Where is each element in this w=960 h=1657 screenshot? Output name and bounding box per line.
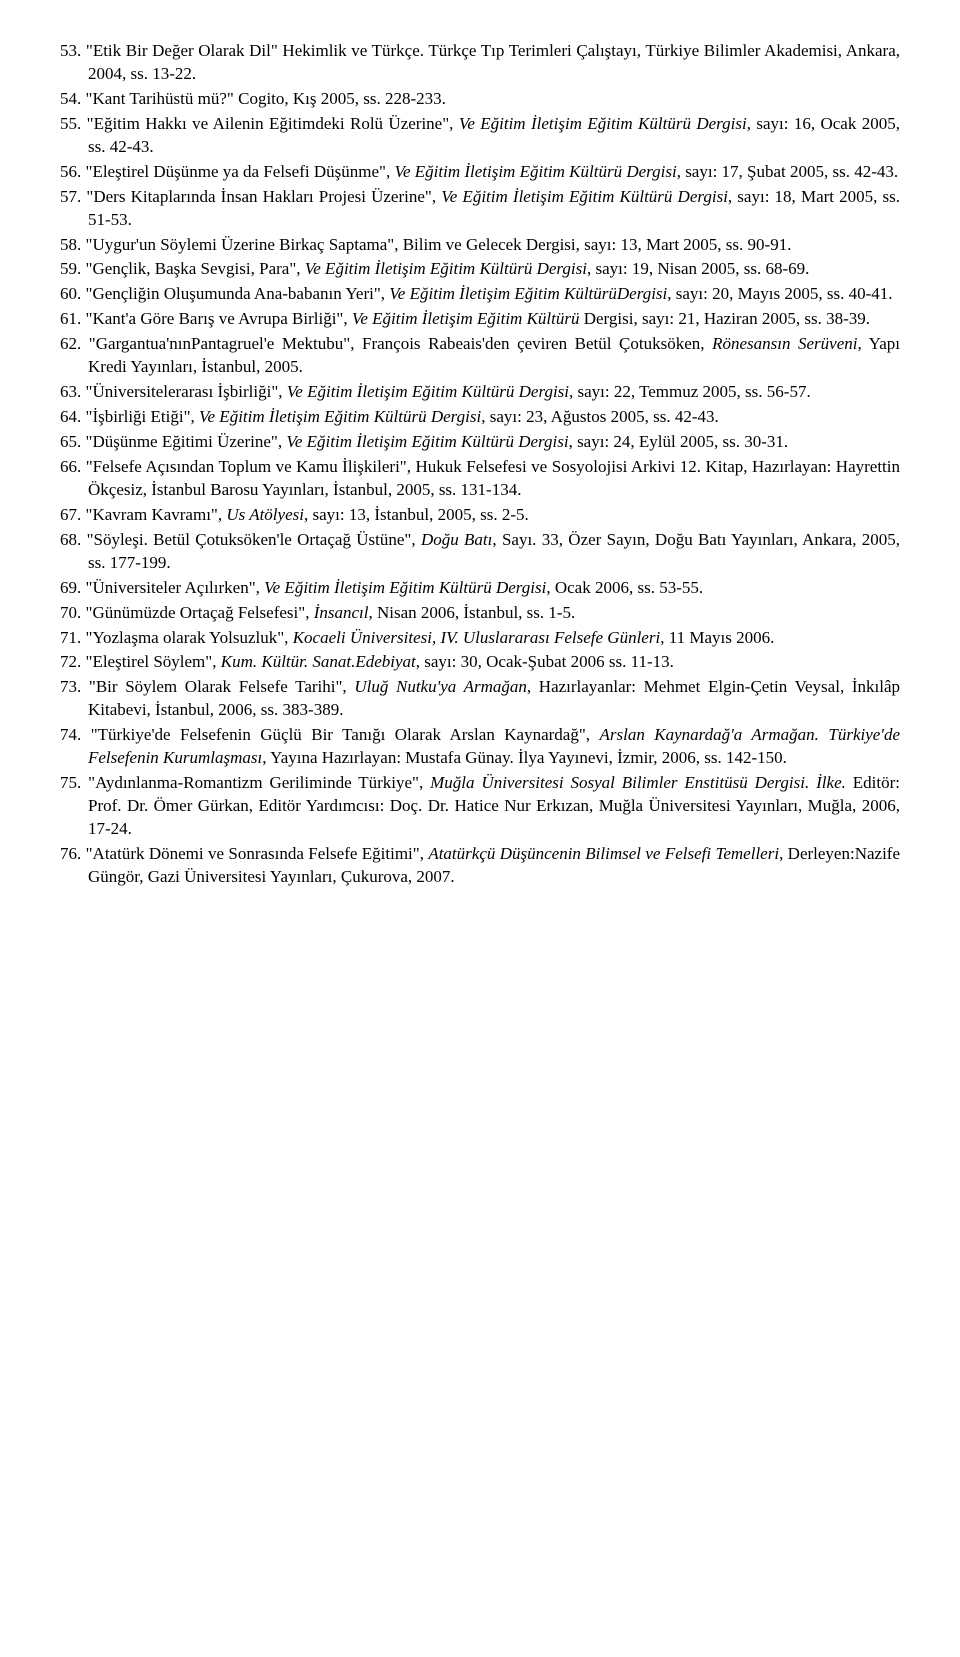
bibliography-list: 53. "Etik Bir Değer Olarak Dil" Hekimlik… xyxy=(60,40,900,889)
bibliography-entry: 74. "Türkiye'de Felsefenin Güçlü Bir Tan… xyxy=(60,724,900,770)
bibliography-entry: 66. "Felsefe Açısından Toplum ve Kamu İl… xyxy=(60,456,900,502)
bibliography-entry: 63. "Üniversitelerarası İşbirliği", Ve E… xyxy=(60,381,900,404)
bibliography-entry: 73. "Bir Söylem Olarak Felsefe Tarihi", … xyxy=(60,676,900,722)
bibliography-entry: 64. "İşbirliği Etiği", Ve Eğitim İletişi… xyxy=(60,406,900,429)
bibliography-entry: 62. "Gargantua'nınPantagruel'e Mektubu",… xyxy=(60,333,900,379)
bibliography-entry: 60. "Gençliğin Oluşumunda Ana-babanın Ye… xyxy=(60,283,900,306)
bibliography-entry: 53. "Etik Bir Değer Olarak Dil" Hekimlik… xyxy=(60,40,900,86)
bibliography-entry: 65. "Düşünme Eğitimi Üzerine", Ve Eğitim… xyxy=(60,431,900,454)
bibliography-entry: 68. "Söyleşi. Betül Çotuksöken'le Ortaça… xyxy=(60,529,900,575)
bibliography-entry: 56. "Eleştirel Düşünme ya da Felsefi Düş… xyxy=(60,161,900,184)
bibliography-entry: 72. "Eleştirel Söylem", Kum. Kültür. San… xyxy=(60,651,900,674)
bibliography-entry: 55. "Eğitim Hakkı ve Ailenin Eğitimdeki … xyxy=(60,113,900,159)
bibliography-entry: 71. "Yozlaşma olarak Yolsuzluk", Kocaeli… xyxy=(60,627,900,650)
bibliography-entry: 76. "Atatürk Dönemi ve Sonrasında Felsef… xyxy=(60,843,900,889)
bibliography-entry: 61. "Kant'a Göre Barış ve Avrupa Birliği… xyxy=(60,308,900,331)
bibliography-entry: 58. "Uygur'un Söylemi Üzerine Birkaç Sap… xyxy=(60,234,900,257)
bibliography-entry: 69. "Üniversiteler Açılırken", Ve Eğitim… xyxy=(60,577,900,600)
bibliography-entry: 67. "Kavram Kavramı", Us Atölyesi, sayı:… xyxy=(60,504,900,527)
bibliography-entry: 54. "Kant Tarihüstü mü?" Cogito, Kış 200… xyxy=(60,88,900,111)
bibliography-entry: 57. "Ders Kitaplarında İnsan Hakları Pro… xyxy=(60,186,900,232)
bibliography-entry: 70. "Günümüzde Ortaçağ Felsefesi", İnsan… xyxy=(60,602,900,625)
bibliography-entry: 75. "Aydınlanma-Romantizm Geriliminde Tü… xyxy=(60,772,900,841)
bibliography-entry: 59. "Gençlik, Başka Sevgisi, Para", Ve E… xyxy=(60,258,900,281)
